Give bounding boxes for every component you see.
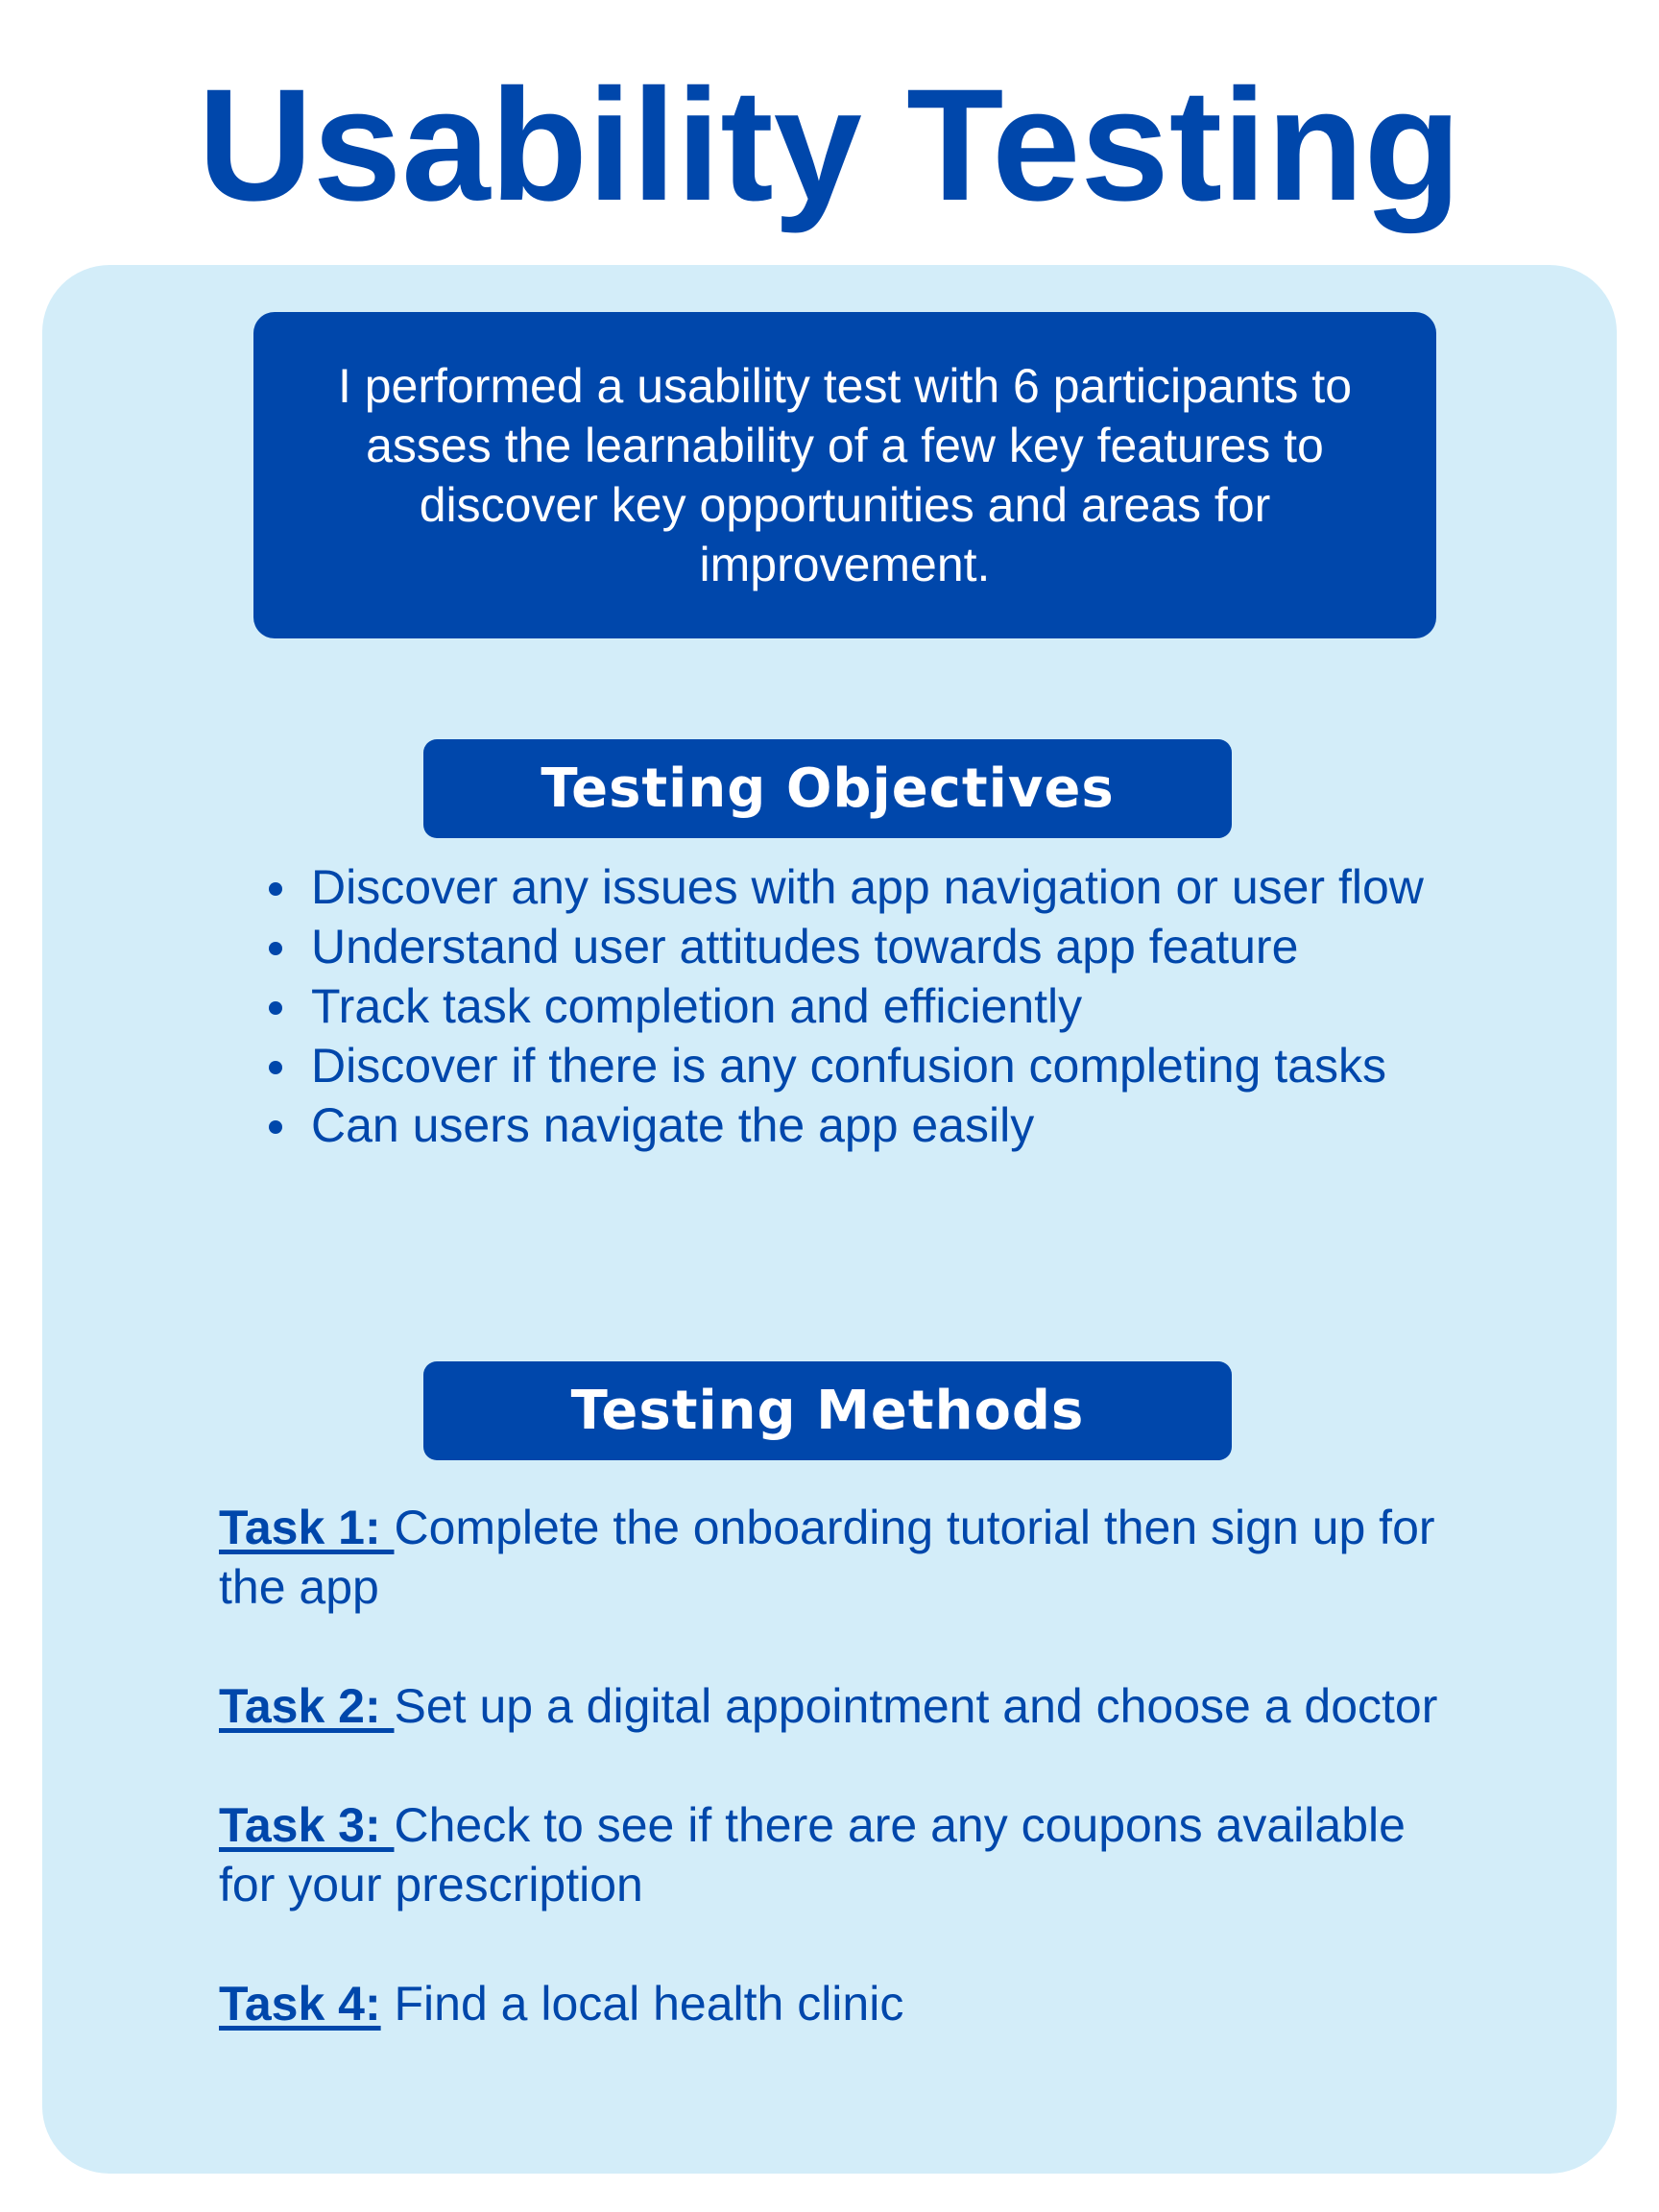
task-label: Task 3:: [219, 1798, 395, 1852]
task-item: Task 1: Complete the onboarding tutorial…: [219, 1498, 1467, 1617]
objectives-list: Discover any issues with app navigation …: [265, 857, 1502, 1155]
bullet-icon: [269, 1001, 282, 1015]
objective-item: Can users navigate the app easily: [269, 1095, 1502, 1155]
objective-item: Discover any issues with app navigation …: [269, 857, 1502, 917]
bullet-icon: [269, 1120, 282, 1134]
bullet-icon: [269, 882, 282, 896]
objectives-heading: Testing Objectives: [541, 757, 1115, 820]
bullet-icon: [269, 942, 282, 955]
task-text: Find a local health clinic: [380, 1977, 904, 2031]
task-item: Task 2: Set up a digital appointment and…: [219, 1676, 1467, 1736]
methods-header: Testing Methods: [423, 1361, 1232, 1460]
task-text: Set up a digital appointment and choose …: [394, 1679, 1438, 1733]
task-item: Task 4: Find a local health clinic: [219, 1974, 1467, 2033]
task-text: Complete the onboarding tutorial then si…: [219, 1501, 1435, 1614]
objective-item: Discover if there is any confusion compl…: [269, 1036, 1502, 1095]
objective-text: Track task completion and efficiently: [311, 979, 1083, 1033]
methods-heading: Testing Methods: [570, 1380, 1085, 1442]
objective-item: Track task completion and efficiently: [269, 976, 1502, 1036]
intro-box: I performed a usability test with 6 part…: [253, 312, 1436, 638]
task-item: Task 3: Check to see if there are any co…: [219, 1795, 1467, 1914]
tasks-list: Task 1: Complete the onboarding tutorial…: [219, 1498, 1467, 2093]
objective-text: Discover any issues with app navigation …: [311, 860, 1424, 914]
objective-text: Discover if there is any confusion compl…: [311, 1039, 1386, 1093]
task-label: Task 2:: [219, 1679, 395, 1733]
objective-item: Understand user attitudes towards app fe…: [269, 917, 1502, 976]
objective-text: Can users navigate the app easily: [311, 1098, 1035, 1152]
task-label: Task 1:: [219, 1501, 395, 1554]
objective-text: Understand user attitudes towards app fe…: [311, 920, 1299, 974]
task-text: Check to see if there are any coupons av…: [219, 1798, 1406, 1911]
task-label: Task 4:: [219, 1977, 381, 2031]
bullet-icon: [269, 1061, 282, 1074]
objectives-header: Testing Objectives: [423, 739, 1232, 838]
intro-text: I performed a usability test with 6 part…: [337, 359, 1353, 591]
page-title: Usability Testing: [198, 57, 1461, 234]
